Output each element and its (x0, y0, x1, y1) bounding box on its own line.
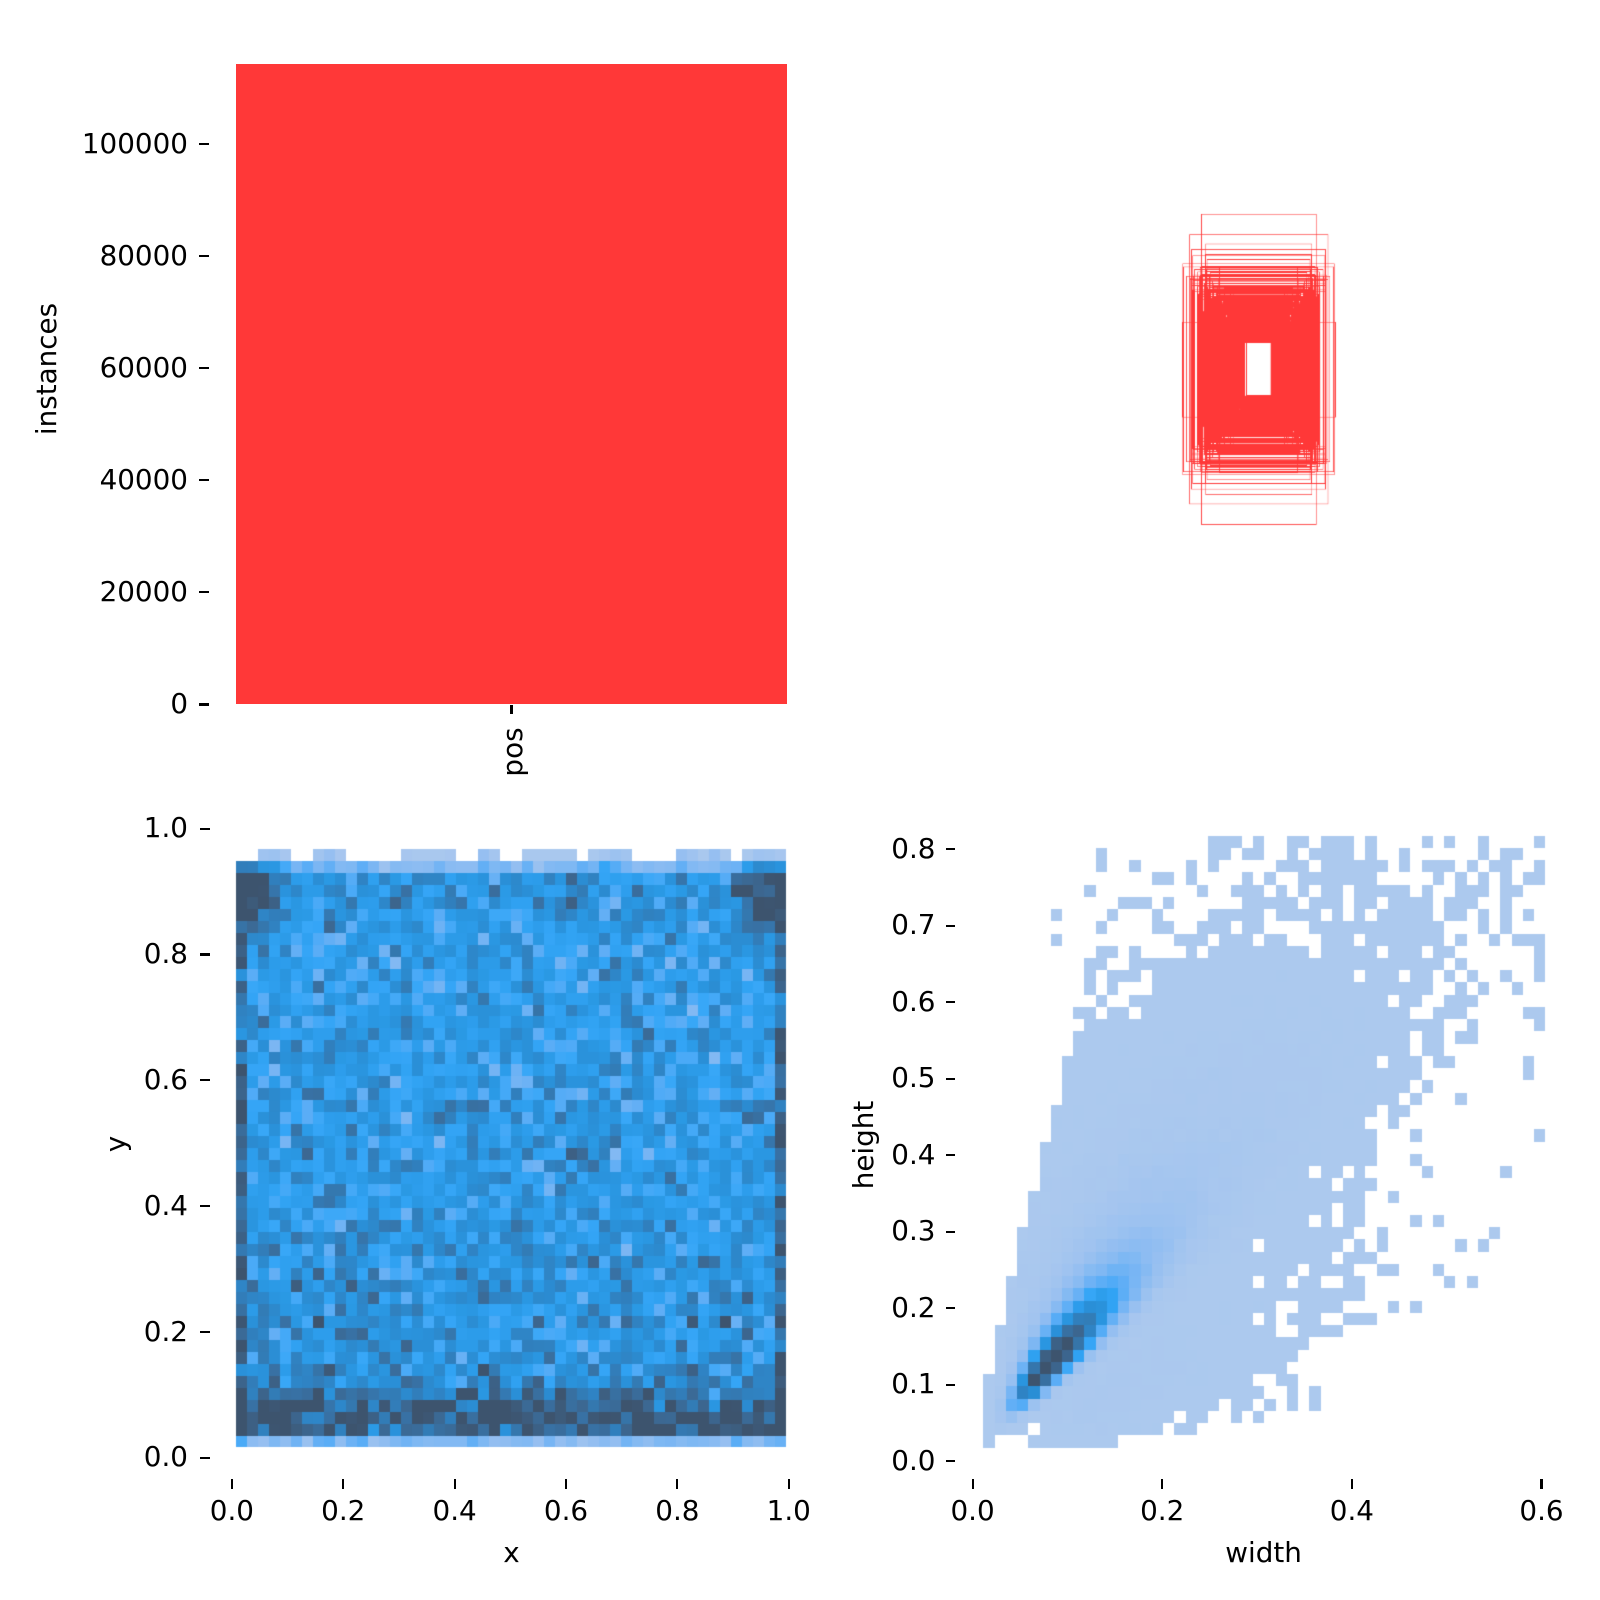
wh-heatmap-y-tick-label: 0.0 (891, 1443, 936, 1477)
class-histogram-y-tick (198, 367, 209, 370)
xy-heatmap-y-tick (200, 953, 210, 956)
wh-heatmap-x-tick-label: 0.2 (1140, 1493, 1185, 1527)
wh-heatmap-x-tick-label: 0.4 (1329, 1493, 1374, 1527)
xy-heatmap-x-tick (342, 1479, 345, 1489)
class-histogram-y-tick-label: 40000 (99, 462, 188, 496)
xy-heatmap-x-tick (453, 1479, 456, 1489)
xy-heatmap-y-tick (200, 1330, 210, 1334)
class-histogram-y-tick-label: 100000 (81, 126, 188, 160)
wh-heatmap-y-tick-label: 0.1 (891, 1367, 936, 1401)
wh-heatmap-y-tick (945, 1307, 956, 1310)
wh-heatmap-x-tick (1350, 1479, 1353, 1489)
xy-heatmap-x-tick-label: 1.0 (766, 1493, 811, 1527)
xy-heatmap-y-tick-label: 0.4 (143, 1188, 188, 1222)
xy-heatmap-y-tick (200, 1205, 210, 1208)
wh-heatmap-y-tick (945, 1001, 956, 1004)
xy-heatmap-y-tick (200, 1079, 210, 1082)
wh-heatmap-y-tick-label: 0.4 (891, 1137, 936, 1171)
class-histogram-y-tick (198, 703, 209, 706)
xy-heatmap-x-tick (230, 1479, 233, 1489)
xy-heatmap-x-tick-label: 0.0 (209, 1493, 254, 1527)
class-histogram-bar (236, 64, 787, 705)
wh-heatmap-x-tick (1540, 1479, 1543, 1489)
wh-heatmap-y-tick (945, 1154, 956, 1157)
wh-heatmap-y-tick (945, 1230, 956, 1233)
class-histogram-y-tick (198, 255, 209, 258)
xy-heatmap-x-tick (564, 1479, 568, 1489)
wh-heatmap-y-tick (945, 1077, 956, 1080)
xy-heatmap-x-tick (676, 1479, 679, 1489)
xy-heatmap-y-tick-label: 0.2 (143, 1314, 188, 1348)
xy-heatmap-x-tick-label: 0.2 (321, 1493, 366, 1527)
wh-heatmap-x-tick-label: 0.6 (1519, 1493, 1564, 1527)
xy-heatmap-y-tick-label: 0.0 (143, 1440, 188, 1474)
wh-heatmap-y-tick-label: 0.7 (891, 908, 936, 942)
xy-heatmap-x-tick-label: 0.8 (655, 1493, 700, 1527)
xy-heatmap-xlabel: x (503, 1535, 520, 1569)
class-histogram-y-tick-label: 60000 (99, 350, 188, 384)
xy-heatmap-x-tick-label: 0.6 (543, 1493, 589, 1527)
wh-heatmap-y-tick-label: 0.8 (891, 832, 936, 865)
wh-heatmap-y-tick-label: 0.5 (891, 1061, 936, 1095)
class-histogram-x-tick (510, 704, 513, 715)
wh-heatmap-xlabel: width (1225, 1535, 1302, 1569)
xy-heatmap-x-tick-label: 0.4 (432, 1493, 477, 1527)
xy-heatmap-y-tick-label: 0.8 (143, 937, 188, 971)
xy-heatmap-y-tick (200, 1456, 210, 1459)
xy-heatmap-y-tick-label: 0.6 (143, 1062, 188, 1096)
wh-heatmap-y-tick (945, 848, 956, 851)
class-histogram-y-tick (198, 142, 209, 146)
wh-heatmap-y-tick-label: 0.2 (891, 1290, 936, 1324)
class-histogram-y-tick-label: 0 (170, 687, 188, 721)
wh-heatmap-x-tick (1161, 1479, 1164, 1489)
class-histogram-y-tick-label: 80000 (99, 238, 188, 272)
xy-heatmap-y-tick-label: 1.0 (143, 811, 188, 845)
xy-heatmap-x-tick (787, 1479, 790, 1489)
wh-heatmap-x-tick (971, 1479, 974, 1489)
wh-heatmap-y-tick-label: 0.6 (891, 984, 936, 1018)
wh-heatmap-y-tick (945, 1460, 956, 1463)
wh-heatmap-y-tick (945, 924, 956, 927)
class-histogram-y-tick (198, 479, 209, 482)
xy-heatmap-ylabel: y (98, 1135, 132, 1153)
wh-heatmap-y-tick-label: 0.3 (891, 1214, 936, 1248)
xy-heatmap-y-tick (200, 827, 210, 830)
class-histogram-xticklabel: pos (495, 726, 529, 777)
wh-heatmap-y-tick (945, 1383, 956, 1386)
class-histogram-y-tick-label: 20000 (99, 575, 188, 608)
class-histogram-y-tick (198, 591, 209, 594)
wh-heatmap-x-tick-label: 0.0 (950, 1493, 995, 1527)
